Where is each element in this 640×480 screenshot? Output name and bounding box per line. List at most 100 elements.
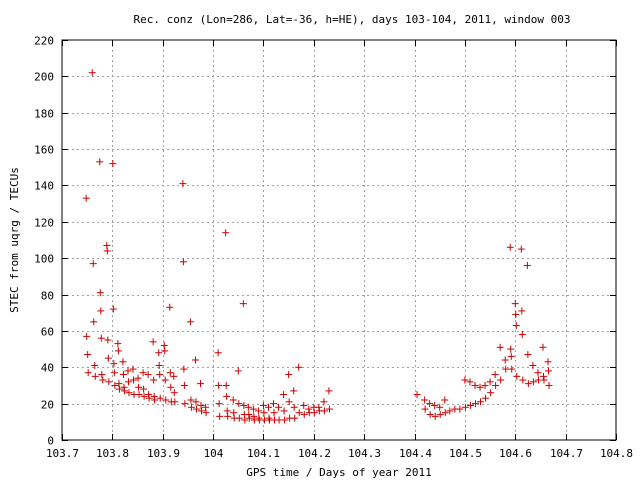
data-point [529, 378, 537, 386]
data-point [320, 398, 328, 406]
data-point [96, 158, 104, 166]
data-point [481, 381, 489, 389]
data-point [524, 351, 532, 359]
x-tick-label: 103.7 [46, 447, 79, 460]
data-point [166, 303, 174, 311]
data-point [150, 376, 158, 384]
y-tick-label: 120 [34, 217, 54, 230]
data-point [518, 307, 526, 315]
data-point [524, 380, 532, 388]
chart-title: Rec. conz (Lon=286, Lat=-36, h=HE), days… [133, 13, 570, 26]
data-point [264, 403, 272, 411]
data-point [441, 396, 449, 404]
data-point [436, 403, 444, 411]
data-point [245, 411, 253, 419]
data-point [280, 407, 288, 415]
grid-lines [62, 40, 616, 440]
data-point [506, 243, 514, 251]
data-point [110, 360, 118, 368]
data-point [512, 311, 520, 319]
y-tick-label: 100 [34, 253, 54, 266]
data-point [431, 401, 439, 409]
data-point [83, 332, 91, 340]
data-point [545, 367, 553, 375]
data-point [230, 409, 238, 417]
data-point [517, 245, 525, 253]
data-point [285, 398, 293, 406]
data-point [245, 414, 253, 422]
data-point [160, 341, 168, 349]
data-point [162, 396, 170, 404]
data-point [91, 372, 99, 380]
data-point [534, 369, 542, 377]
data-point [84, 369, 92, 377]
y-tick-label: 60 [41, 326, 54, 339]
data-point [109, 305, 117, 313]
data-point [145, 394, 153, 402]
data-points [82, 69, 553, 424]
data-point [508, 365, 516, 373]
data-point [235, 414, 243, 422]
data-point [149, 338, 157, 346]
data-point [144, 371, 152, 379]
x-tick-label: 104.7 [550, 447, 583, 460]
data-point [512, 321, 520, 329]
data-point [280, 391, 288, 399]
data-point [88, 69, 96, 77]
x-tick-label: 103.8 [96, 447, 129, 460]
data-point [265, 414, 273, 422]
data-point [502, 365, 510, 373]
data-point [215, 400, 223, 408]
data-point [310, 409, 318, 417]
data-point [496, 343, 504, 351]
data-point [491, 371, 499, 379]
data-point [97, 334, 105, 342]
data-point [539, 343, 547, 351]
data-point [260, 409, 268, 417]
data-point [426, 411, 434, 419]
data-point [426, 400, 434, 408]
data-point [518, 331, 526, 339]
data-point [192, 398, 200, 406]
data-point [135, 383, 143, 391]
data-point [119, 371, 127, 379]
data-point [150, 392, 158, 400]
data-point [115, 385, 123, 393]
data-point [124, 378, 132, 386]
data-point [187, 396, 195, 404]
y-tick-label: 220 [34, 35, 54, 48]
data-point [239, 300, 247, 308]
data-point [501, 356, 509, 364]
data-point [471, 400, 479, 408]
data-point [124, 367, 132, 375]
data-point [161, 347, 169, 355]
data-point [325, 405, 333, 413]
y-tick-label: 160 [34, 144, 54, 157]
data-point [477, 398, 485, 406]
data-point [235, 400, 243, 408]
data-point [170, 389, 178, 397]
y-axis-ticks: 0 20 40 60 80 100 120 140 160 180 200 220 [34, 35, 616, 448]
data-point [240, 401, 248, 409]
data-point [99, 376, 107, 384]
y-tick-label: 140 [34, 180, 54, 193]
data-point [421, 396, 429, 404]
data-point [486, 378, 494, 386]
data-point [544, 358, 552, 366]
data-point [441, 409, 449, 417]
data-point [523, 261, 531, 269]
data-point [130, 376, 138, 384]
data-point [456, 405, 464, 413]
data-point [97, 307, 105, 315]
data-point [250, 412, 258, 420]
data-point [135, 391, 143, 399]
data-point [114, 347, 122, 355]
data-point [155, 361, 163, 369]
data-point [181, 400, 189, 408]
data-point [98, 371, 106, 379]
data-point [244, 403, 252, 411]
data-point [290, 403, 298, 411]
data-point [114, 340, 122, 348]
data-point [300, 401, 308, 409]
data-point [215, 381, 223, 389]
